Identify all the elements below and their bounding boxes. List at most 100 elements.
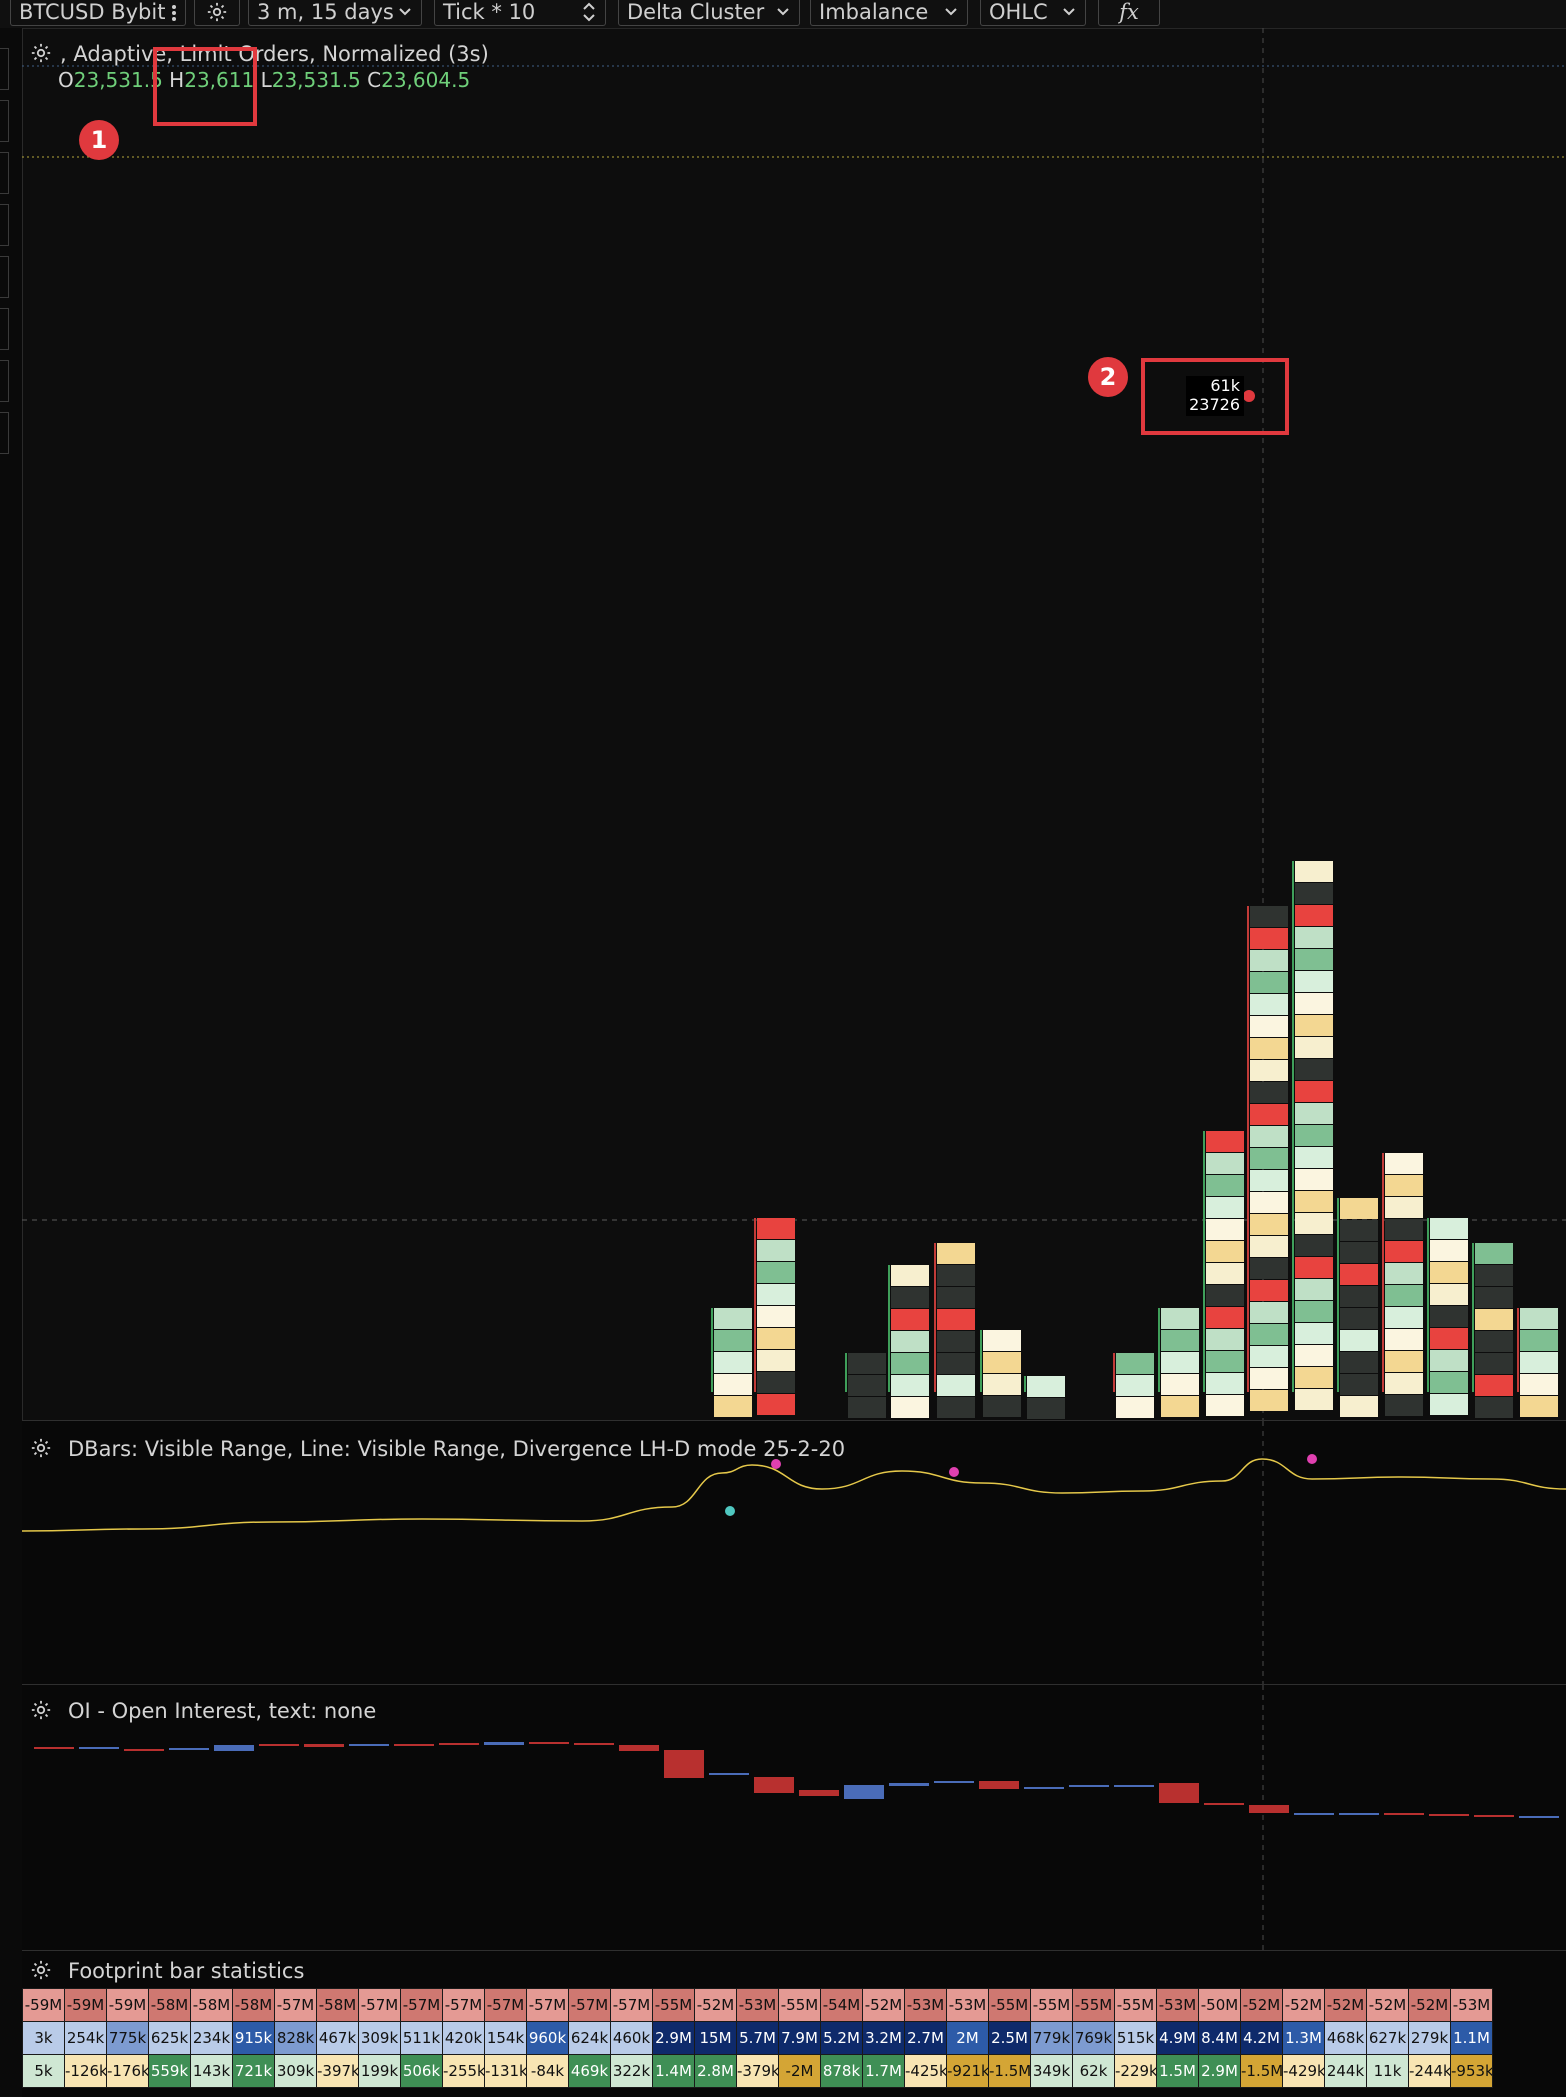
- cluster-cell: [757, 1262, 795, 1283]
- price-chart-canvas[interactable]: [0, 28, 1566, 1420]
- cluster-cell: [1295, 1125, 1333, 1146]
- stats-cell: 2.9M: [1198, 2054, 1241, 2088]
- footprint-clusters: [711, 861, 1558, 1419]
- stats-cell: 11k: [1366, 2054, 1409, 2088]
- open-interest-pane[interactable]: OI - Open Interest, text: none: [22, 1684, 1566, 1951]
- cluster-cell: [1340, 1220, 1378, 1241]
- cluster-cell: [891, 1287, 929, 1308]
- stats-cell: -55M: [652, 1988, 695, 2022]
- stats-cell: 7.9M: [778, 2021, 821, 2055]
- cluster-cell: [1295, 1213, 1333, 1234]
- oi-candle: [664, 1750, 704, 1778]
- stats-cell: 349k: [1030, 2054, 1073, 2088]
- stats-cell: 420k: [442, 2021, 485, 2055]
- stats-cell: 199k: [358, 2054, 401, 2088]
- cluster-candle-edge: [1113, 1353, 1115, 1392]
- cluster-cell: [1385, 1285, 1423, 1306]
- oi-candle: [304, 1744, 344, 1747]
- chart-type-dropdown[interactable]: Delta Cluster: [618, 0, 800, 26]
- main-pane-title: , Adaptive, Limit Orders, Normalized (3s…: [60, 42, 489, 66]
- gear-icon[interactable]: [30, 1959, 52, 1981]
- cluster-cell: [1295, 1037, 1333, 1058]
- oi-candle: [484, 1742, 524, 1745]
- cluster-cell: [1340, 1374, 1378, 1395]
- symbol-selector[interactable]: BTCUSD Bybit: [10, 0, 186, 26]
- cluster-cell: [1340, 1352, 1378, 1373]
- annotation-badge-1: 1: [79, 120, 119, 160]
- cluster-cell: [1206, 1219, 1244, 1240]
- gear-icon[interactable]: [30, 42, 52, 64]
- gear-icon[interactable]: [30, 1437, 52, 1459]
- cluster-cell: [937, 1353, 975, 1374]
- chevron-down-icon: [945, 8, 957, 16]
- cluster-cell: [1250, 1038, 1288, 1059]
- stats-cell: 960k: [526, 2021, 569, 2055]
- stats-cell: 3.2M: [862, 2021, 905, 2055]
- dbars-pane[interactable]: DBars: Visible Range, Line: Visible Rang…: [22, 1420, 1566, 1685]
- gear-icon[interactable]: [30, 1699, 52, 1721]
- strip-tab[interactable]: [0, 48, 9, 90]
- main-chart-pane[interactable]: , Adaptive, Limit Orders, Normalized (3s…: [22, 28, 1566, 1420]
- stats-cell: -52M: [1240, 1988, 1283, 2022]
- cluster-cell: [1250, 1082, 1288, 1103]
- cluster-cell: [1206, 1153, 1244, 1174]
- stats-title: Footprint bar statistics: [68, 1959, 305, 1983]
- cluster-cell: [848, 1353, 886, 1374]
- indicators-fx-button[interactable]: fx: [1098, 0, 1160, 26]
- mode-dropdown[interactable]: Imbalance: [810, 0, 968, 26]
- cluster-cell: [1385, 1175, 1423, 1196]
- stats-cell: 5k: [22, 2054, 65, 2088]
- cluster-cell: [891, 1309, 929, 1330]
- symbol-label: BTCUSD Bybit: [19, 0, 166, 24]
- cluster-candle-edge: [1337, 1198, 1339, 1392]
- stats-cell: -50M: [1198, 1988, 1241, 2022]
- cluster-cell: [1161, 1374, 1199, 1395]
- chevron-down-icon: [399, 8, 411, 16]
- stats-cell: -57M: [400, 1988, 443, 2022]
- cluster-cell: [1385, 1197, 1423, 1218]
- stats-cell: 322k: [610, 2054, 653, 2088]
- up-down-arrows-icon[interactable]: [581, 1, 597, 23]
- cluster-candle-edge: [1247, 906, 1249, 1392]
- stats-cell: 460k: [610, 2021, 653, 2055]
- cluster-cell: [1116, 1397, 1154, 1418]
- cluster-cell: [1475, 1287, 1513, 1308]
- cluster-cell: [1475, 1243, 1513, 1264]
- oi-candle: [394, 1744, 434, 1746]
- strip-tab[interactable]: [0, 204, 9, 246]
- strip-tab[interactable]: [0, 152, 9, 194]
- stats-cell: 8.4M: [1198, 2021, 1241, 2055]
- bar-style-dropdown[interactable]: OHLC: [980, 0, 1086, 26]
- cluster-cell: [1295, 927, 1333, 948]
- cluster-candle-edge: [1024, 1376, 1026, 1392]
- stats-cell: 468k: [1324, 2021, 1367, 2055]
- cluster-cell: [937, 1331, 975, 1352]
- cluster-cell: [714, 1374, 752, 1395]
- cluster-cell: [757, 1350, 795, 1371]
- cluster-cell: [1250, 994, 1288, 1015]
- strip-tab[interactable]: [0, 308, 9, 350]
- cluster-cell: [1250, 1126, 1288, 1147]
- oi-candle: [529, 1742, 569, 1744]
- oi-candle: [844, 1785, 884, 1799]
- strip-tab[interactable]: [0, 256, 9, 298]
- stats-cell: 1.5M: [1156, 2054, 1199, 2088]
- chart-settings-button[interactable]: [194, 0, 240, 26]
- tick-stepper[interactable]: Tick * 10: [434, 0, 606, 26]
- cluster-cell: [937, 1397, 975, 1418]
- high-label: H: [169, 68, 185, 92]
- cluster-cell: [1475, 1331, 1513, 1352]
- strip-tab[interactable]: [0, 412, 9, 454]
- cluster-cell: [1430, 1262, 1468, 1283]
- cluster-cell: [1430, 1284, 1468, 1305]
- oi-candle: [124, 1749, 164, 1751]
- strip-tab[interactable]: [0, 360, 9, 402]
- cluster-cell: [1250, 928, 1288, 949]
- stats-table: -59M -59M -59M -58M -58M -58M -57M -58M -57M -57M…: [22, 1988, 1493, 2088]
- more-vertical-icon[interactable]: [171, 3, 177, 23]
- oi-candle: [1474, 1815, 1514, 1817]
- strip-tab[interactable]: [0, 100, 9, 142]
- timeframe-dropdown[interactable]: 3 m, 15 days: [248, 0, 422, 26]
- stats-cell: -131k: [484, 2054, 527, 2088]
- cluster-cell: [1250, 1148, 1288, 1169]
